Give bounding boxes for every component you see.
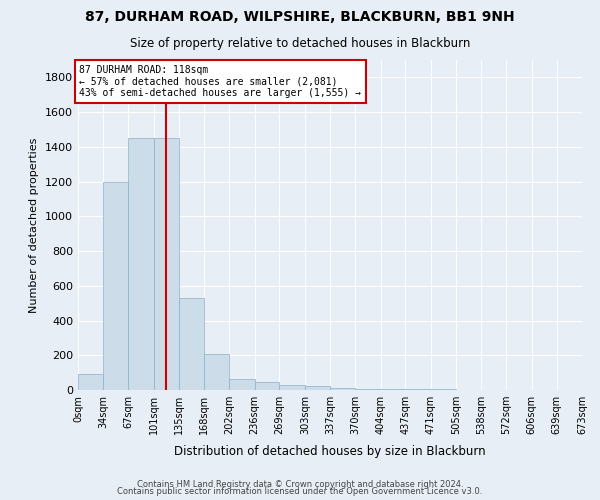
Text: 87, DURHAM ROAD, WILPSHIRE, BLACKBURN, BB1 9NH: 87, DURHAM ROAD, WILPSHIRE, BLACKBURN, B… (85, 10, 515, 24)
Bar (204, 354, 229, 390)
Bar (255, 382, 280, 390)
Bar (405, 389, 431, 390)
Bar (280, 385, 305, 390)
Text: 87 DURHAM ROAD: 118sqm
← 57% of detached houses are smaller (2,081)
43% of semi-: 87 DURHAM ROAD: 118sqm ← 57% of detached… (79, 65, 361, 98)
Bar (305, 386, 331, 390)
Bar (229, 378, 255, 390)
Text: Size of property relative to detached houses in Blackburn: Size of property relative to detached ho… (130, 38, 470, 51)
Bar (431, 389, 456, 390)
Y-axis label: Number of detached properties: Number of detached properties (29, 138, 40, 312)
Bar (355, 389, 380, 390)
Bar (331, 388, 355, 390)
Bar (128, 138, 154, 390)
Bar (103, 182, 128, 390)
Text: Contains public sector information licensed under the Open Government Licence v3: Contains public sector information licen… (118, 487, 482, 496)
Bar (179, 298, 204, 390)
Bar (154, 138, 179, 390)
Bar (380, 389, 405, 390)
X-axis label: Distribution of detached houses by size in Blackburn: Distribution of detached houses by size … (174, 446, 486, 458)
Bar (78, 374, 103, 390)
Text: Contains HM Land Registry data © Crown copyright and database right 2024.: Contains HM Land Registry data © Crown c… (137, 480, 463, 489)
